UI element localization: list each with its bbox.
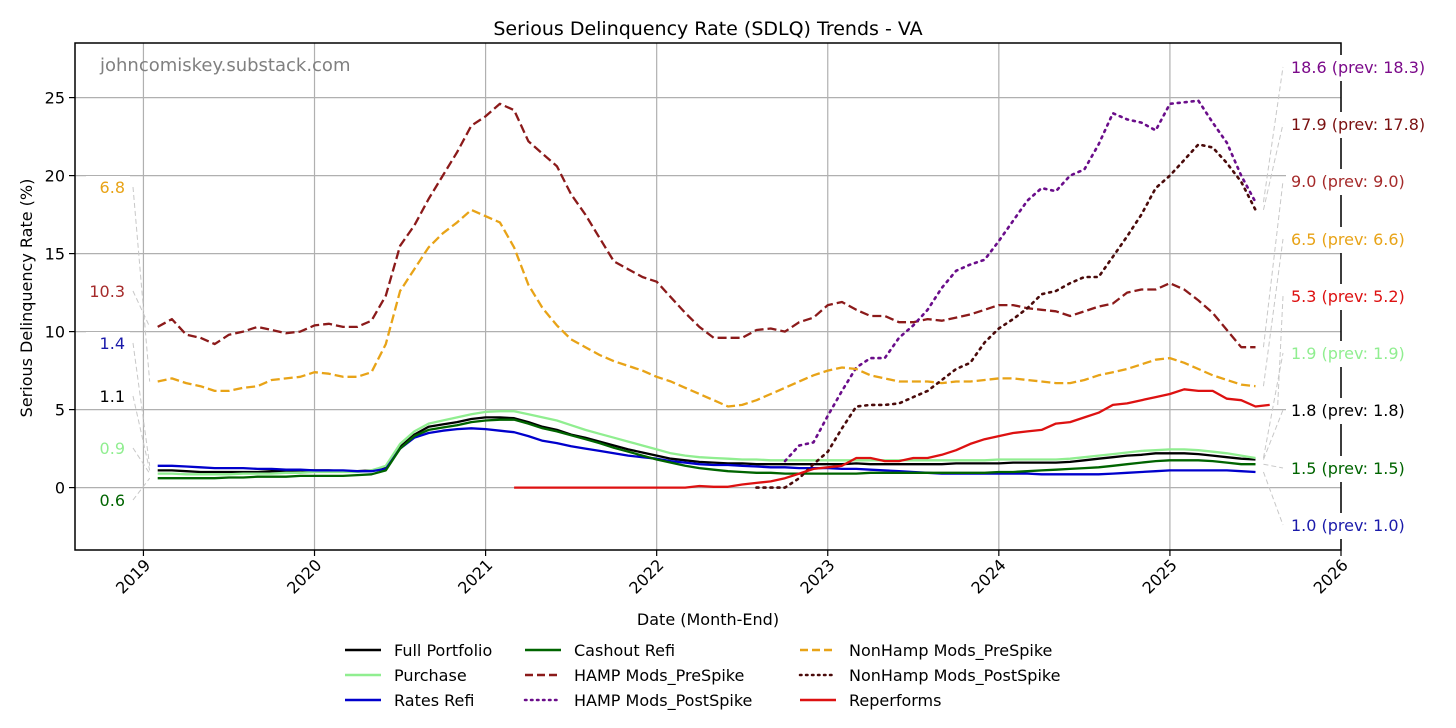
annotation-left-label: 1.1 xyxy=(100,387,125,406)
annotation-right-label: 5.3 (prev: 5.2) xyxy=(1291,287,1405,306)
annotation-bg xyxy=(86,437,130,461)
legend-label: NonHamp Mods_PreSpike xyxy=(849,641,1052,661)
leader-line xyxy=(1262,471,1284,526)
annotation-left-label: 10.3 xyxy=(89,282,125,301)
leader-line xyxy=(132,186,151,382)
series-line-hamp-mods-postspike xyxy=(783,99,1257,463)
legend-label: Cashout Refi xyxy=(574,641,675,660)
x-tick-label: 2022 xyxy=(625,555,667,597)
x-tick-label: 2026 xyxy=(1310,555,1352,597)
series-layer xyxy=(157,99,1270,489)
leader-line xyxy=(1262,238,1284,387)
annotation-bg xyxy=(1286,456,1436,482)
leader-line xyxy=(1262,66,1284,203)
y-axis-ticks: 0 5 10 15 20 25 xyxy=(45,89,75,498)
annotation-bg xyxy=(1286,55,1436,81)
y-tick-label: 15 xyxy=(45,245,65,264)
legend: Full Portfolio Purchase Rates Refi Cashout … xyxy=(345,641,1060,711)
annotation-right-label: 17.9 (prev: 17.8) xyxy=(1291,115,1425,134)
x-tick-label: 2023 xyxy=(796,555,838,597)
x-tick-label: 2025 xyxy=(1139,555,1181,597)
y-tick-label: 0 xyxy=(55,479,65,498)
leader-line xyxy=(1262,123,1284,211)
y-tick-label: 10 xyxy=(45,323,65,342)
annotation-left-label: 1.4 xyxy=(100,334,125,353)
leader-line xyxy=(132,447,151,474)
annotation-right-label: 1.9 (prev: 1.9) xyxy=(1291,344,1405,363)
annotation-right-label: 1.0 (prev: 1.0) xyxy=(1291,516,1405,535)
legend-label: NonHamp Mods_PostSpike xyxy=(849,666,1060,686)
legend-label: HAMP Mods_PreSpike xyxy=(574,666,744,686)
series-line-hamp-mods-prespike xyxy=(157,102,1256,349)
legend-label: Reperforms xyxy=(849,691,941,710)
x-axis-label: Date (Month-End) xyxy=(637,610,779,629)
annotation-bg xyxy=(1286,284,1436,310)
series-line-purchase xyxy=(157,410,1256,476)
x-tick-label: 2021 xyxy=(454,555,496,597)
leader-line xyxy=(132,342,151,466)
annotation-left-label: 6.8 xyxy=(100,178,125,197)
annotation-bg xyxy=(1286,341,1436,367)
leader-line xyxy=(132,290,151,328)
legend-label: HAMP Mods_PostSpike xyxy=(574,691,752,711)
chart-title: Serious Delinquency Rate (SDLQ) Trends -… xyxy=(493,18,922,40)
annotation-bg xyxy=(86,385,130,409)
x-tick-label: 2020 xyxy=(283,555,325,597)
legend-label: Rates Refi xyxy=(394,691,474,710)
annotation-bg xyxy=(1286,112,1436,138)
leader-line xyxy=(1262,409,1284,460)
x-tick-label: 2024 xyxy=(967,555,1009,597)
series-line-rates-refi xyxy=(157,427,1256,476)
annotation-right-label: 1.5 (prev: 1.5) xyxy=(1291,459,1405,478)
annotation-right-label: 18.6 (prev: 18.3) xyxy=(1291,58,1425,77)
series-line-nonhamp-mods-prespike xyxy=(157,208,1256,408)
annotation-bg xyxy=(86,489,130,513)
series-line-cashout-refi xyxy=(157,418,1256,480)
annotations: 6.8 10.3 1.4 1.1 0.9 0.6 18.6 (prev: 18.3) 17.9… xyxy=(86,55,1436,539)
leader-line xyxy=(1263,463,1284,469)
series-line-nonhamp-mods-postspike xyxy=(755,143,1257,489)
legend-label: Purchase xyxy=(394,666,467,685)
leader-line xyxy=(132,395,151,471)
y-tick-label: 5 xyxy=(55,401,65,420)
annotation-bg xyxy=(1286,513,1436,539)
annotation-bg xyxy=(86,280,130,304)
leader-line xyxy=(1262,180,1284,348)
series-line-reperforms xyxy=(514,388,1270,489)
watermark: johncomiskey.substack.com xyxy=(99,55,350,76)
legend-label: Full Portfolio xyxy=(394,641,492,660)
x-axis-ticks: 2019 2020 2021 2022 2023 2024 2025 2026 xyxy=(112,550,1352,598)
y-tick-label: 25 xyxy=(45,89,65,108)
y-axis-label: Serious Delinquency Rate (%) xyxy=(17,179,36,418)
leader-line xyxy=(132,477,151,501)
annotation-right-label: 6.5 (prev: 6.6) xyxy=(1291,230,1405,249)
annotation-right-label: 9.0 (prev: 9.0) xyxy=(1291,172,1405,191)
y-tick-label: 20 xyxy=(45,167,65,186)
annotation-left-label: 0.6 xyxy=(100,491,125,510)
annotation-right-label: 1.8 (prev: 1.8) xyxy=(1291,401,1405,420)
leader-line xyxy=(1277,295,1284,405)
annotation-bg xyxy=(1286,398,1436,424)
leader-line xyxy=(1262,352,1284,459)
annotation-left-label: 0.9 xyxy=(100,439,125,458)
annotation-bg xyxy=(1286,227,1436,253)
annotation-bg xyxy=(86,176,130,200)
x-tick-label: 2019 xyxy=(112,555,154,597)
annotation-bg xyxy=(1286,169,1436,195)
annotation-bg xyxy=(86,332,130,356)
